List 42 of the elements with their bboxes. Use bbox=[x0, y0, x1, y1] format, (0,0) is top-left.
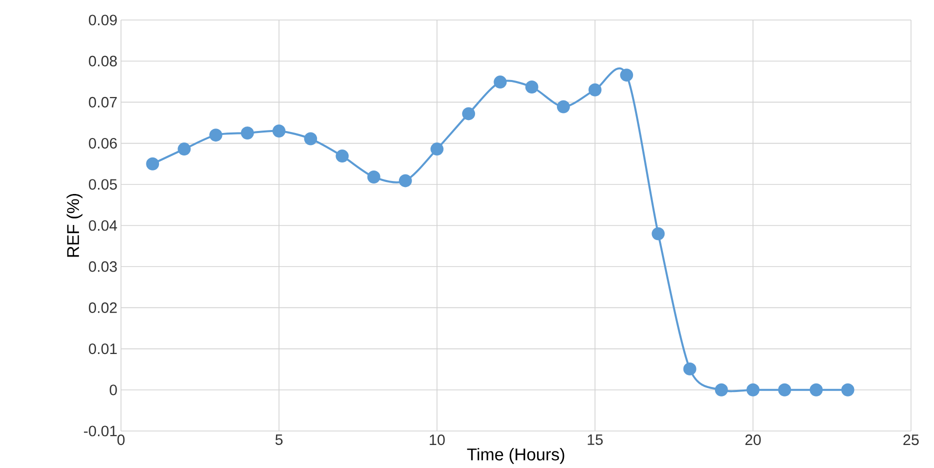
y-tick-label: 0.06 bbox=[88, 138, 117, 149]
point bbox=[367, 170, 380, 184]
y-tick-label: 0.08 bbox=[88, 56, 117, 66]
x-tick-label: 20 bbox=[745, 434, 761, 446]
x-tick-label: 5 bbox=[275, 434, 283, 445]
x-tick-label: 25 bbox=[903, 434, 919, 446]
y-tick-label: 0.02 bbox=[88, 302, 117, 314]
y-tick-label: 0.07 bbox=[88, 96, 117, 108]
point bbox=[336, 150, 349, 163]
point bbox=[746, 383, 760, 396]
point bbox=[841, 383, 854, 396]
point bbox=[525, 80, 538, 94]
x-tick-label: 15 bbox=[588, 434, 603, 445]
y-tick-label: 0.09 bbox=[88, 14, 117, 26]
point bbox=[778, 383, 792, 396]
y-tick-label: 0.04 bbox=[88, 220, 118, 231]
y-tick-label: 0.05 bbox=[88, 179, 117, 190]
x-tick-label: 0 bbox=[117, 434, 125, 446]
point bbox=[810, 383, 823, 396]
point bbox=[304, 132, 318, 146]
point bbox=[240, 126, 254, 140]
point bbox=[398, 174, 412, 188]
point bbox=[272, 124, 286, 138]
y-axis-title: REF (%) bbox=[66, 194, 82, 257]
point bbox=[146, 157, 160, 170]
y-tick-label: 0.03 bbox=[88, 261, 117, 272]
point bbox=[620, 68, 634, 82]
point bbox=[556, 100, 570, 114]
point bbox=[178, 142, 191, 156]
point bbox=[494, 76, 507, 89]
y-tick-label: 0 bbox=[110, 384, 117, 396]
x-tick-label: 10 bbox=[430, 434, 445, 446]
point bbox=[462, 107, 476, 120]
y-tick-label: -0.01 bbox=[84, 426, 117, 436]
point bbox=[430, 142, 444, 156]
x-axis-title: Time (Hours) bbox=[467, 448, 564, 464]
y-tick-label: 0.01 bbox=[88, 343, 117, 354]
point bbox=[714, 383, 728, 396]
point bbox=[683, 362, 696, 376]
point bbox=[652, 227, 665, 240]
point bbox=[209, 128, 222, 142]
point bbox=[588, 83, 602, 96]
